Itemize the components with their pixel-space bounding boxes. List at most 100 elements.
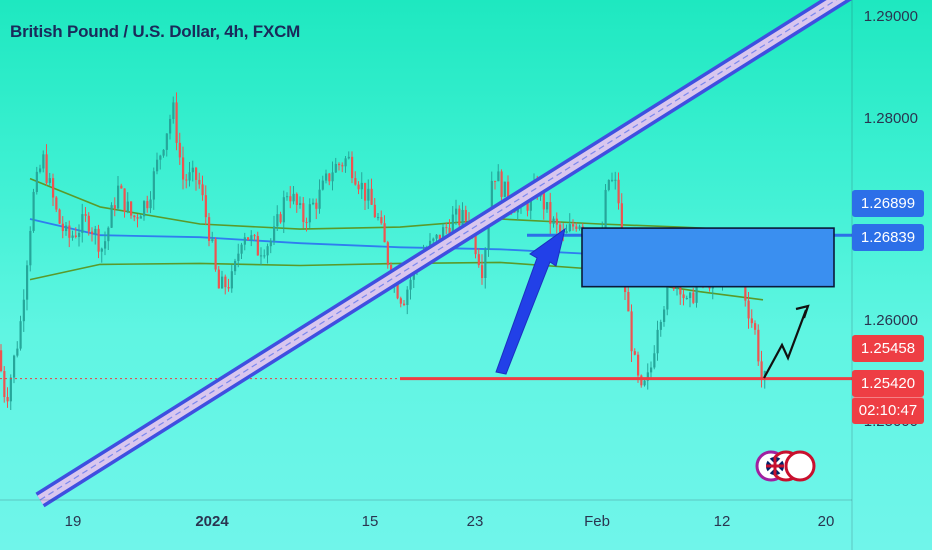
candle-body bbox=[682, 294, 685, 299]
candle bbox=[266, 243, 269, 264]
candle-body bbox=[58, 209, 61, 224]
candle-body bbox=[266, 246, 269, 256]
candle bbox=[276, 205, 279, 231]
candle bbox=[182, 146, 185, 190]
candle bbox=[760, 350, 763, 388]
candle-body bbox=[435, 234, 438, 239]
candle bbox=[383, 215, 386, 243]
candle bbox=[572, 219, 575, 231]
candle-body bbox=[61, 223, 64, 232]
candle-body bbox=[474, 232, 477, 255]
candle bbox=[331, 161, 334, 191]
candle bbox=[55, 196, 58, 213]
bar-countdown: 02:10:47 bbox=[852, 397, 924, 424]
candle-body bbox=[169, 118, 172, 134]
candle-body bbox=[445, 227, 448, 229]
candle bbox=[123, 188, 126, 218]
price-badge-upper: 1.26899 bbox=[852, 190, 924, 217]
candle-body bbox=[74, 235, 77, 237]
candle bbox=[481, 254, 484, 285]
candle-body bbox=[406, 289, 409, 306]
candle bbox=[617, 172, 620, 210]
candle bbox=[484, 247, 487, 289]
candle bbox=[169, 114, 172, 140]
time-tick: Feb bbox=[584, 513, 610, 530]
candle-body bbox=[162, 149, 165, 156]
candle-body bbox=[760, 361, 763, 380]
candle-body bbox=[13, 355, 16, 378]
candle-body bbox=[312, 202, 315, 205]
candle bbox=[682, 289, 685, 306]
candle bbox=[656, 320, 659, 361]
candle bbox=[312, 198, 315, 206]
candle bbox=[201, 175, 204, 201]
candle-body bbox=[689, 292, 692, 299]
candle-body bbox=[503, 181, 506, 197]
candle bbox=[256, 231, 259, 256]
candle bbox=[354, 171, 357, 186]
candle-body bbox=[321, 180, 324, 190]
candle bbox=[757, 324, 760, 366]
candle-body bbox=[159, 155, 162, 160]
candle-body bbox=[383, 223, 386, 243]
candle bbox=[263, 249, 266, 259]
symbol-title: British Pound / U.S. Dollar, 4h, FXCM bbox=[10, 22, 301, 41]
candle bbox=[305, 217, 308, 232]
candle bbox=[575, 222, 578, 232]
price-tick: 1.29000 bbox=[863, 8, 918, 25]
candle-body bbox=[604, 189, 607, 229]
candle-body bbox=[97, 228, 100, 252]
candle bbox=[604, 184, 607, 232]
flag-coin bbox=[784, 450, 816, 482]
candle-body bbox=[35, 171, 38, 192]
candle-body bbox=[559, 224, 562, 233]
candle-body bbox=[572, 224, 575, 227]
candle bbox=[321, 175, 324, 191]
candle bbox=[78, 224, 81, 247]
candle-body bbox=[123, 188, 126, 212]
candle bbox=[26, 260, 29, 311]
candle-body bbox=[22, 299, 25, 322]
candle bbox=[35, 166, 38, 195]
candle-body bbox=[308, 204, 311, 223]
candle-body bbox=[490, 180, 493, 218]
candle-body bbox=[663, 309, 666, 322]
time-tick: 15 bbox=[361, 513, 379, 530]
candle bbox=[315, 198, 318, 220]
candle-body bbox=[9, 377, 12, 402]
candle-body bbox=[39, 168, 42, 172]
candle bbox=[217, 266, 220, 289]
candle-body bbox=[282, 197, 285, 223]
candle-body bbox=[338, 163, 341, 166]
candle-body bbox=[484, 249, 487, 279]
candle-body bbox=[659, 321, 662, 330]
candle-body bbox=[448, 227, 451, 235]
candle bbox=[61, 216, 64, 239]
price-tick: 1.28000 bbox=[863, 110, 918, 127]
candle-body bbox=[289, 196, 292, 202]
candle-body bbox=[214, 239, 217, 270]
candle-body bbox=[627, 291, 630, 312]
candle bbox=[663, 306, 666, 327]
candle bbox=[399, 296, 402, 308]
candle-body bbox=[555, 218, 558, 225]
candle-body bbox=[273, 226, 276, 241]
candle bbox=[292, 186, 295, 205]
gbp-usd-flag-icon bbox=[755, 450, 816, 482]
candle bbox=[107, 226, 110, 250]
candle-body bbox=[165, 133, 168, 150]
candle-body bbox=[87, 215, 90, 232]
candle-body bbox=[650, 367, 653, 373]
candle-body bbox=[6, 397, 9, 402]
candle-body bbox=[477, 254, 480, 266]
drawing-annotations[interactable] bbox=[0, 0, 853, 508]
candle-body bbox=[617, 179, 620, 204]
price-badge-support: 1.25458 bbox=[852, 335, 924, 362]
candle-body bbox=[666, 282, 669, 310]
time-tick: 12 bbox=[713, 513, 731, 530]
candle-body bbox=[84, 214, 87, 216]
candle-body bbox=[643, 380, 646, 386]
candle bbox=[48, 172, 51, 186]
